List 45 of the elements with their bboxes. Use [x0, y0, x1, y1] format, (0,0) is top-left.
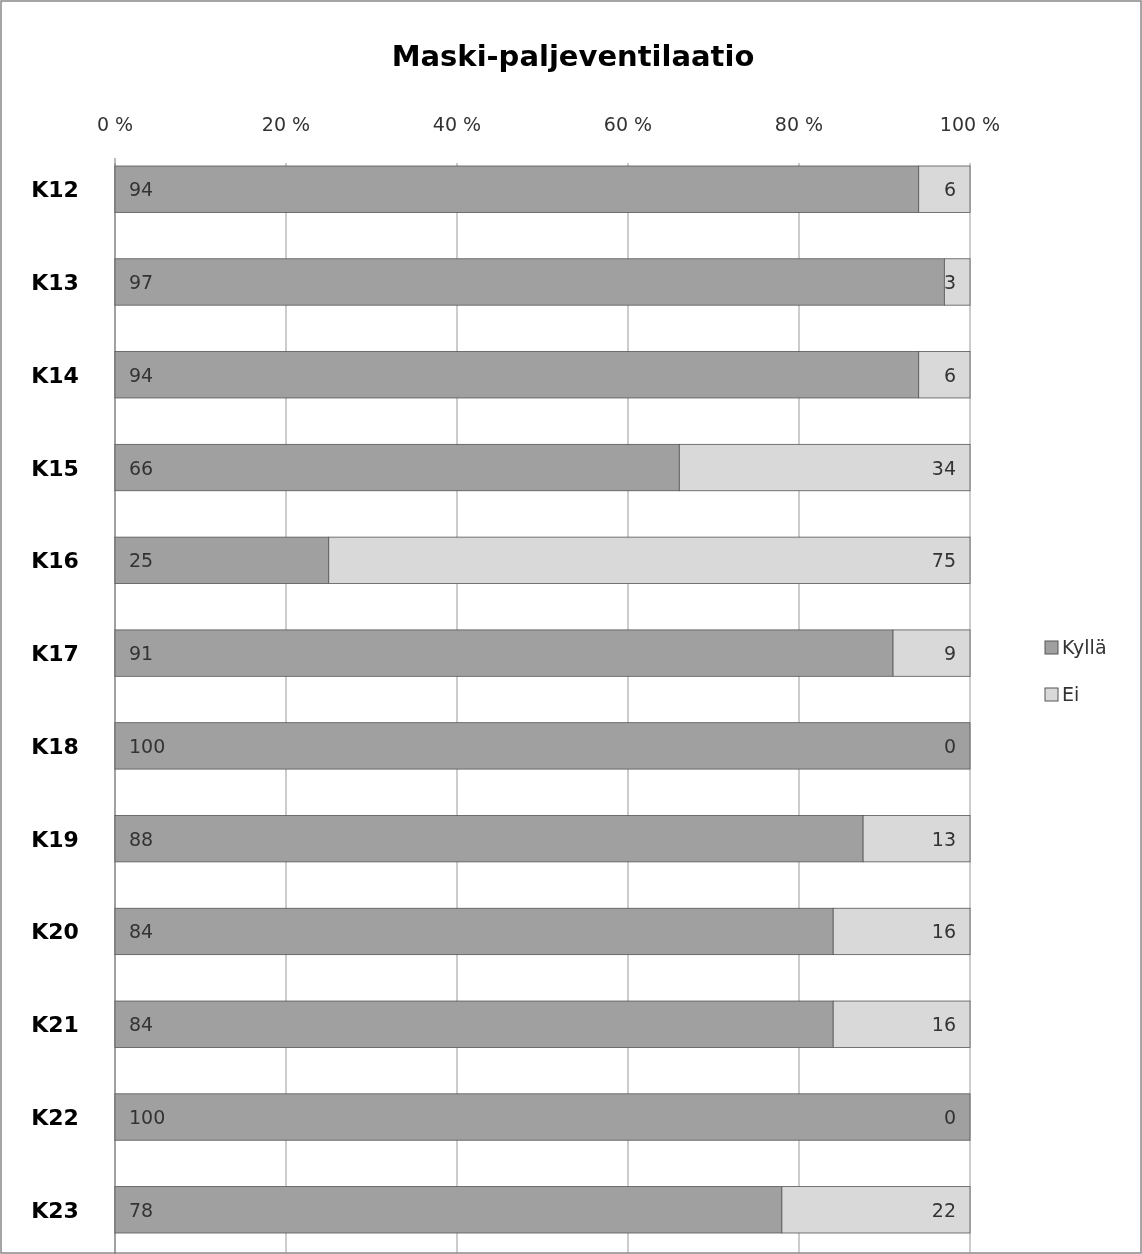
y-tick-label: K22: [31, 1105, 79, 1131]
legend-label: Ei: [1062, 683, 1080, 705]
data-label: 16: [931, 1013, 956, 1036]
data-label: 9: [943, 642, 956, 665]
x-tick-label: 40 %: [432, 113, 482, 135]
x-tick-label: 80 %: [774, 113, 824, 135]
y-tick-label: K23: [31, 1197, 79, 1223]
x-tick-label: 100 %: [939, 113, 1001, 135]
data-label: 66: [129, 456, 154, 479]
data-label: 100: [129, 734, 166, 757]
data-label: 6: [943, 363, 956, 386]
data-label: 78: [129, 1198, 154, 1221]
y-tick-label: K12: [31, 177, 79, 203]
data-label: 94: [129, 178, 154, 201]
data-label: 75: [931, 549, 956, 572]
data-label: 94: [129, 363, 154, 386]
y-tick-label: K15: [31, 455, 79, 481]
data-label: 16: [931, 920, 956, 943]
data-label: 84: [129, 920, 154, 943]
data-label: 3: [943, 270, 956, 293]
y-tick-label: K13: [31, 269, 79, 295]
y-tick-label: K18: [31, 733, 79, 759]
y-tick-label: K14: [31, 362, 79, 388]
data-label: 6: [943, 178, 956, 201]
legend-label: Kyllä: [1062, 636, 1107, 658]
data-label: 0: [943, 734, 956, 757]
data-label: 0: [943, 1106, 956, 1129]
data-label: 84: [129, 1013, 154, 1036]
data-label: 34: [931, 456, 956, 479]
data-label: 97: [129, 270, 154, 293]
y-tick-label: K16: [31, 548, 79, 574]
data-label: 88: [129, 827, 154, 850]
data-label: 100: [129, 1106, 166, 1129]
data-label: 25: [129, 549, 154, 572]
y-tick-label: K20: [31, 919, 79, 945]
y-tick-label: K21: [31, 1012, 79, 1038]
y-tick-label: K17: [31, 641, 79, 667]
x-tick-label: 60 %: [603, 113, 653, 135]
data-label: 91: [129, 642, 154, 665]
y-tick-label: K19: [31, 826, 79, 852]
data-label: 13: [931, 827, 956, 850]
chart-title: Maski-paljeventilaatio: [391, 39, 755, 73]
x-tick-label: 20 %: [261, 113, 311, 135]
data-label: 22: [931, 1198, 956, 1221]
x-tick-label: 0 %: [96, 113, 134, 135]
